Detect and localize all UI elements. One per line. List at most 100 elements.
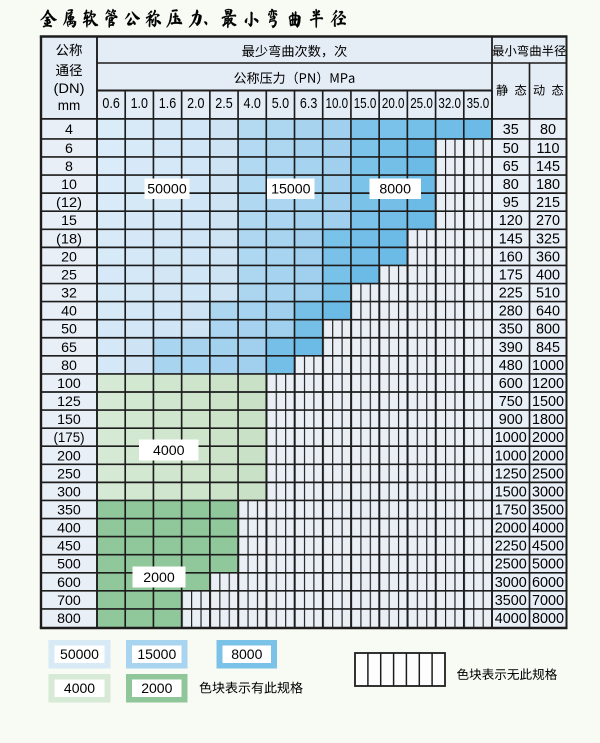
svg-text:32.0: 32.0 xyxy=(438,96,461,112)
svg-text:2000: 2000 xyxy=(143,570,175,586)
svg-text:450: 450 xyxy=(57,539,81,555)
svg-text:2500: 2500 xyxy=(532,466,564,482)
svg-text:0.6: 0.6 xyxy=(102,96,119,112)
svg-text:700: 700 xyxy=(57,593,81,609)
svg-text:4000: 4000 xyxy=(153,443,185,459)
svg-text:2.0: 2.0 xyxy=(187,96,204,112)
svg-text:400: 400 xyxy=(57,521,81,537)
svg-text:32: 32 xyxy=(61,286,77,302)
svg-text:640: 640 xyxy=(536,304,560,320)
svg-text:(12): (12) xyxy=(56,195,82,211)
svg-text:325: 325 xyxy=(536,231,560,247)
svg-text:6: 6 xyxy=(65,141,73,157)
svg-text:800: 800 xyxy=(57,611,81,627)
svg-text:510: 510 xyxy=(536,286,560,302)
svg-text:270: 270 xyxy=(536,213,560,229)
svg-text:120: 120 xyxy=(499,213,523,229)
svg-text:900: 900 xyxy=(499,412,523,428)
svg-text:8000: 8000 xyxy=(532,611,564,627)
svg-text:50: 50 xyxy=(503,141,519,157)
svg-text:2000: 2000 xyxy=(141,680,172,696)
svg-text:8000: 8000 xyxy=(379,182,411,198)
svg-text:4.0: 4.0 xyxy=(244,96,261,112)
svg-text:15000: 15000 xyxy=(137,646,176,662)
svg-text:480: 480 xyxy=(499,358,523,374)
svg-text:7000: 7000 xyxy=(532,593,564,609)
svg-text:6.3: 6.3 xyxy=(300,96,317,112)
svg-text:600: 600 xyxy=(499,376,523,392)
svg-text:10.0: 10.0 xyxy=(326,96,349,112)
svg-text:5000: 5000 xyxy=(532,557,564,573)
svg-text:180: 180 xyxy=(536,177,560,193)
svg-text:1250: 1250 xyxy=(495,466,527,482)
svg-text:25.0: 25.0 xyxy=(410,96,433,112)
svg-text:3500: 3500 xyxy=(532,503,564,519)
svg-text:1.6: 1.6 xyxy=(159,96,176,112)
svg-text:15000: 15000 xyxy=(271,182,311,198)
svg-text:250: 250 xyxy=(57,466,81,482)
svg-text:15.0: 15.0 xyxy=(354,96,377,112)
svg-text:1000: 1000 xyxy=(495,448,527,464)
svg-text:50: 50 xyxy=(61,322,77,338)
svg-text:750: 750 xyxy=(499,394,523,410)
svg-text:1500: 1500 xyxy=(532,394,564,410)
svg-text:360: 360 xyxy=(536,249,560,265)
svg-text:6000: 6000 xyxy=(532,575,564,591)
svg-text:80: 80 xyxy=(503,177,519,193)
svg-text:65: 65 xyxy=(503,159,519,175)
svg-text:(DN): (DN) xyxy=(54,81,85,96)
svg-text:8000: 8000 xyxy=(231,646,262,662)
svg-text:5.0: 5.0 xyxy=(272,96,289,112)
svg-text:3500: 3500 xyxy=(495,593,527,609)
svg-text:80: 80 xyxy=(540,122,556,138)
svg-text:(18): (18) xyxy=(56,231,82,247)
svg-text:225: 225 xyxy=(499,286,523,302)
svg-text:300: 300 xyxy=(57,484,81,500)
svg-text:65: 65 xyxy=(61,340,77,356)
svg-text:35.0: 35.0 xyxy=(467,96,490,112)
svg-text:1000: 1000 xyxy=(495,430,527,446)
svg-text:280: 280 xyxy=(499,304,523,320)
svg-text:1500: 1500 xyxy=(495,484,527,500)
svg-text:4000: 4000 xyxy=(64,680,95,696)
svg-text:2.5: 2.5 xyxy=(215,96,232,112)
svg-text:390: 390 xyxy=(499,340,523,356)
svg-text:100: 100 xyxy=(57,376,81,392)
svg-text:50000: 50000 xyxy=(147,182,187,198)
svg-text:(175): (175) xyxy=(54,430,85,446)
svg-text:20.0: 20.0 xyxy=(382,96,405,112)
svg-text:mm: mm xyxy=(58,98,81,113)
svg-text:20: 20 xyxy=(61,249,77,265)
svg-text:845: 845 xyxy=(536,340,560,356)
svg-text:350: 350 xyxy=(57,503,81,519)
svg-text:600: 600 xyxy=(57,575,81,591)
svg-text:25: 25 xyxy=(61,268,77,284)
svg-text:50000: 50000 xyxy=(60,646,99,662)
svg-text:4: 4 xyxy=(65,122,73,138)
svg-text:1200: 1200 xyxy=(532,376,564,392)
svg-text:95: 95 xyxy=(503,195,519,211)
svg-text:200: 200 xyxy=(57,448,81,464)
svg-text:2000: 2000 xyxy=(532,430,564,446)
svg-text:160: 160 xyxy=(499,249,523,265)
svg-text:175: 175 xyxy=(499,268,523,284)
svg-text:2250: 2250 xyxy=(495,539,527,555)
svg-text:80: 80 xyxy=(61,358,77,374)
svg-text:145: 145 xyxy=(536,159,560,175)
svg-text:4000: 4000 xyxy=(532,521,564,537)
svg-text:2500: 2500 xyxy=(495,557,527,573)
svg-text:10: 10 xyxy=(61,177,77,193)
svg-text:3000: 3000 xyxy=(495,575,527,591)
svg-text:3000: 3000 xyxy=(532,484,564,500)
svg-text:35: 35 xyxy=(503,122,519,138)
svg-text:1750: 1750 xyxy=(495,503,527,519)
svg-text:4000: 4000 xyxy=(495,611,527,627)
svg-text:1000: 1000 xyxy=(532,358,564,374)
svg-text:500: 500 xyxy=(57,557,81,573)
svg-text:215: 215 xyxy=(536,195,560,211)
svg-text:15: 15 xyxy=(61,213,77,229)
svg-text:150: 150 xyxy=(57,412,81,428)
svg-text:110: 110 xyxy=(537,141,560,157)
svg-text:400: 400 xyxy=(536,268,560,284)
svg-text:2000: 2000 xyxy=(532,448,564,464)
